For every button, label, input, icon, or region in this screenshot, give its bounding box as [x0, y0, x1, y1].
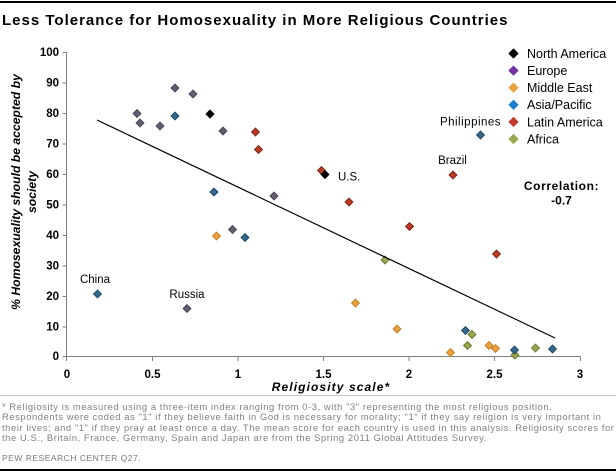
svg-text:U.S.: U.S. — [338, 172, 360, 184]
svg-text:50: 50 — [46, 200, 59, 212]
svg-text:1: 1 — [235, 369, 242, 381]
svg-text:Philippines: Philippines — [440, 117, 501, 129]
svg-text:Middle East: Middle East — [527, 81, 593, 95]
svg-text:China: China — [80, 274, 111, 286]
svg-text:% Homosexuality should be acce: % Homosexuality should be accepted by — [9, 73, 23, 310]
svg-text:North America: North America — [527, 47, 606, 61]
svg-text:70: 70 — [46, 139, 59, 151]
svg-text:0: 0 — [64, 369, 70, 381]
svg-text:0.5: 0.5 — [145, 369, 162, 381]
svg-text:Europe: Europe — [527, 64, 567, 78]
svg-text:60: 60 — [46, 169, 59, 181]
svg-text:2.5: 2.5 — [487, 369, 504, 381]
svg-text:Correlation:: Correlation: — [524, 179, 599, 193]
svg-text:3: 3 — [577, 369, 583, 381]
svg-text:80: 80 — [46, 108, 59, 120]
svg-text:society: society — [25, 170, 39, 213]
svg-text:Asia/Pacific: Asia/Pacific — [527, 98, 592, 112]
svg-text:-0.7: -0.7 — [551, 194, 572, 208]
svg-text:2: 2 — [406, 369, 412, 381]
svg-text:10: 10 — [46, 322, 59, 334]
svg-text:Brazil: Brazil — [438, 155, 467, 167]
svg-text:Russia: Russia — [169, 289, 205, 301]
svg-text:90: 90 — [46, 78, 59, 90]
svg-text:1.5: 1.5 — [316, 369, 333, 381]
svg-text:20: 20 — [46, 291, 59, 303]
svg-text:Religiosity scale*: Religiosity scale* — [272, 380, 391, 394]
svg-text:Africa: Africa — [527, 132, 559, 146]
svg-text:30: 30 — [46, 261, 59, 273]
svg-text:100: 100 — [40, 47, 59, 59]
svg-text:0: 0 — [53, 351, 59, 363]
svg-text:Latin America: Latin America — [527, 115, 603, 129]
svg-text:40: 40 — [46, 230, 59, 242]
